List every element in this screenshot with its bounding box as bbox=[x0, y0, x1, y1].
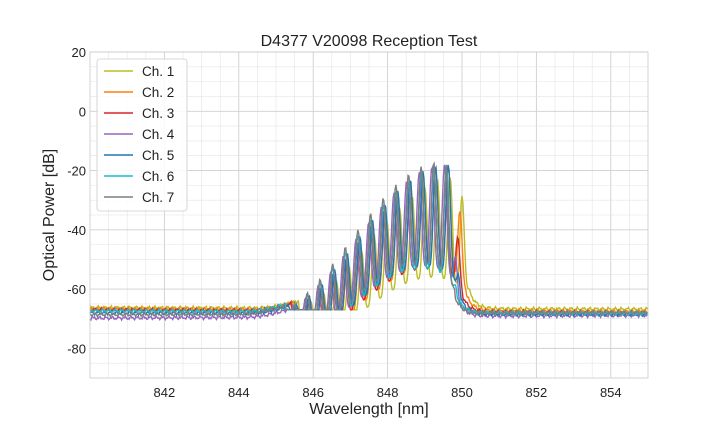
x-tick-label: 852 bbox=[526, 385, 548, 400]
x-tick-label: 846 bbox=[302, 385, 324, 400]
legend-label: Ch. 3 bbox=[142, 106, 174, 121]
y-tick-label: -40 bbox=[67, 223, 86, 238]
chart-title: D4377 V20098 Reception Test bbox=[261, 33, 478, 50]
legend-label: Ch. 6 bbox=[142, 169, 174, 184]
x-axis-label: Wavelength [nm] bbox=[309, 401, 428, 418]
legend-label: Ch. 2 bbox=[142, 85, 174, 100]
plot-frame bbox=[89, 51, 649, 379]
y-tick-label: -20 bbox=[67, 164, 86, 179]
series-lines bbox=[89, 161, 649, 322]
x-tick-label: 848 bbox=[377, 385, 399, 400]
y-tick-label: 0 bbox=[79, 104, 86, 119]
legend-label: Ch. 7 bbox=[142, 190, 174, 205]
legend-label: Ch. 4 bbox=[142, 127, 175, 142]
tick-labels: 842 844 846 848 850 852 854 -80 -60 -40 -20 0 20 bbox=[67, 45, 621, 400]
x-tick-label: 850 bbox=[451, 385, 473, 400]
series-line-7 bbox=[89, 161, 649, 319]
legend-box bbox=[96, 58, 188, 212]
x-tick-label: 842 bbox=[154, 385, 176, 400]
y-axis-label: Optical Power [dB] bbox=[41, 149, 58, 282]
legend-label: Ch. 5 bbox=[142, 148, 174, 163]
y-tick-label: -60 bbox=[67, 282, 86, 297]
legend-label: Ch. 1 bbox=[142, 64, 174, 79]
y-tick-label: 20 bbox=[72, 45, 86, 60]
x-tick-label: 854 bbox=[600, 385, 622, 400]
legend: Ch. 1 Ch. 2 Ch. 3 Ch. 4 Ch. 5 Ch. 6 Ch. 7 bbox=[96, 58, 188, 212]
x-tick-label: 844 bbox=[228, 385, 250, 400]
y-tick-label: -80 bbox=[67, 341, 86, 356]
